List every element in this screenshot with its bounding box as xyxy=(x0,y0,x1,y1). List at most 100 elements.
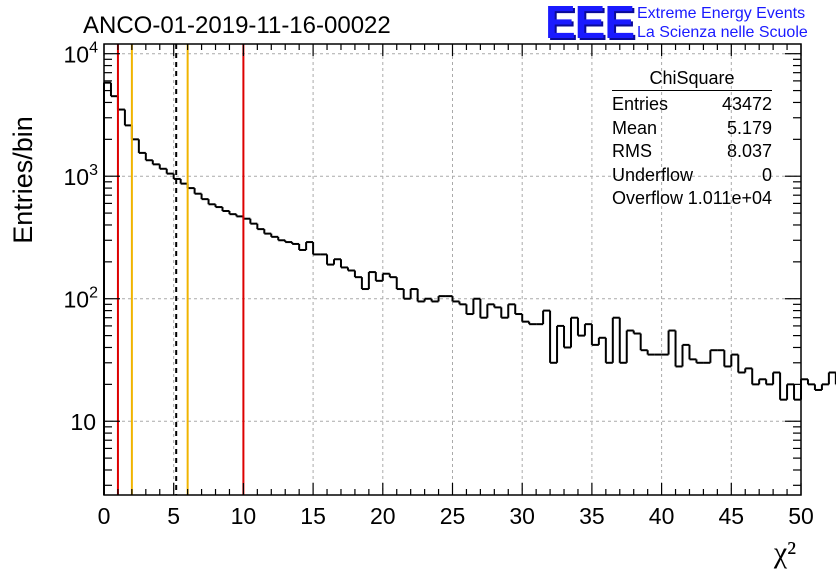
histogram-bin xyxy=(221,207,230,213)
stats-row-entries: Entries 43472 xyxy=(612,93,772,117)
histogram-bin xyxy=(493,304,502,309)
histogram-bin xyxy=(256,223,265,231)
histogram-bin xyxy=(528,321,537,326)
histogram-bin xyxy=(556,324,565,363)
histogram-bin xyxy=(151,160,160,166)
histogram-bin xyxy=(583,323,592,336)
histogram-bin xyxy=(723,350,732,368)
marker-lines xyxy=(116,44,245,495)
x-axis-label: χ² xyxy=(773,536,796,569)
x-tick-label: 20 xyxy=(370,503,396,529)
histogram-bin xyxy=(465,304,474,316)
histogram-bin xyxy=(667,329,676,355)
histogram-bin xyxy=(604,337,613,364)
histogram-bin xyxy=(521,314,530,323)
histogram-bin xyxy=(214,204,223,209)
histogram-bin xyxy=(500,307,509,319)
histogram-bin xyxy=(800,378,808,400)
histogram-bin xyxy=(423,297,432,302)
eee-subtitle-line2: La Scienza nelle Scuole xyxy=(637,24,808,41)
y-tick-label: 104 xyxy=(64,40,99,68)
histogram-bin xyxy=(632,330,641,335)
histogram-bin xyxy=(813,384,822,391)
histogram-bin xyxy=(806,379,815,386)
histogram-bin xyxy=(618,317,627,364)
stats-row-mean: Mean 5.179 xyxy=(612,117,772,141)
stats-label: Mean xyxy=(612,117,658,138)
stats-value: 5.179 xyxy=(726,117,772,138)
x-tick-label: 50 xyxy=(788,503,814,529)
histogram-bin xyxy=(765,379,774,386)
histogram-bin xyxy=(827,371,836,385)
histogram-bin xyxy=(646,350,655,356)
histogram-bin xyxy=(730,353,739,367)
histogram-bin xyxy=(249,218,258,225)
histogram-bin xyxy=(793,384,801,401)
histogram-bin xyxy=(172,173,181,180)
histogram-bin xyxy=(130,125,139,141)
stats-value: 0 xyxy=(761,164,772,185)
stats-label: Underflow xyxy=(612,164,694,185)
histogram-bin xyxy=(388,273,397,279)
histogram-bin xyxy=(339,259,348,269)
histogram-bin xyxy=(737,354,746,374)
histogram-bin xyxy=(479,298,488,319)
histogram-bin xyxy=(123,109,132,127)
histogram-bin xyxy=(228,211,237,216)
histogram-bin xyxy=(779,372,788,401)
x-tick-label: 35 xyxy=(579,503,605,529)
histogram-bin xyxy=(235,214,244,218)
histogram-bin xyxy=(193,188,202,195)
histogram-bin xyxy=(549,310,558,364)
stats-row-overflow: Overflow 1.011e+04 xyxy=(612,187,772,211)
histogram-bin xyxy=(374,272,383,282)
eee-logo: EEE xyxy=(545,0,635,48)
stats-row-rms: RMS 8.037 xyxy=(612,140,772,164)
histogram-bin xyxy=(270,233,279,238)
x-tick-label: 25 xyxy=(440,503,466,529)
histogram-bin xyxy=(590,324,599,346)
histogram-bin xyxy=(507,303,516,318)
chart-title: ANCO-01-2019-11-16-00022 xyxy=(83,12,391,39)
histogram-bin xyxy=(360,277,369,291)
histogram-bin xyxy=(451,296,460,303)
stats-box: ChiSquare Entries 43472 Mean 5.179 RMS 8… xyxy=(612,68,772,211)
y-tick-label: 10 xyxy=(70,409,96,435)
x-tick-label: 10 xyxy=(231,503,257,529)
histogram-bin xyxy=(820,383,829,390)
histogram-bin xyxy=(137,139,146,154)
stats-value: 1.011e+04 xyxy=(687,188,772,208)
x-tick-label: 0 xyxy=(98,503,111,529)
histogram-bin xyxy=(744,367,753,373)
histogram-bin xyxy=(333,258,341,265)
histogram-bin xyxy=(576,317,585,337)
histogram-bin xyxy=(786,383,795,400)
histogram-bin xyxy=(109,82,118,98)
histogram-bin xyxy=(116,96,125,111)
histogram-bin xyxy=(367,271,376,290)
histogram-bin xyxy=(200,193,209,201)
stats-label: Overflow xyxy=(612,188,684,208)
histogram-bin xyxy=(144,152,153,162)
histogram-bin xyxy=(291,242,300,245)
histogram-bin xyxy=(263,229,272,235)
histogram-bin xyxy=(305,241,314,250)
histogram-bin xyxy=(179,178,188,185)
histogram-bin xyxy=(207,199,216,206)
eee-subtitle: Extreme Energy Events La Scienza nelle S… xyxy=(637,4,808,42)
x-tick-label: 5 xyxy=(167,503,180,529)
histogram-bin xyxy=(242,216,251,220)
stats-label: RMS xyxy=(612,141,652,161)
histogram-bin xyxy=(409,288,418,299)
histogram-bin xyxy=(158,164,167,170)
histogram-bin xyxy=(709,349,718,363)
histogram-bin xyxy=(277,236,286,242)
x-tick-label: 30 xyxy=(509,503,535,529)
axis-ticks xyxy=(103,44,802,495)
histogram-bin xyxy=(472,297,481,315)
histogram-bin xyxy=(486,303,495,318)
histogram-bin xyxy=(625,329,634,363)
histogram-bin xyxy=(563,325,571,349)
histogram-bin xyxy=(298,243,307,251)
histogram-bin xyxy=(353,270,362,279)
